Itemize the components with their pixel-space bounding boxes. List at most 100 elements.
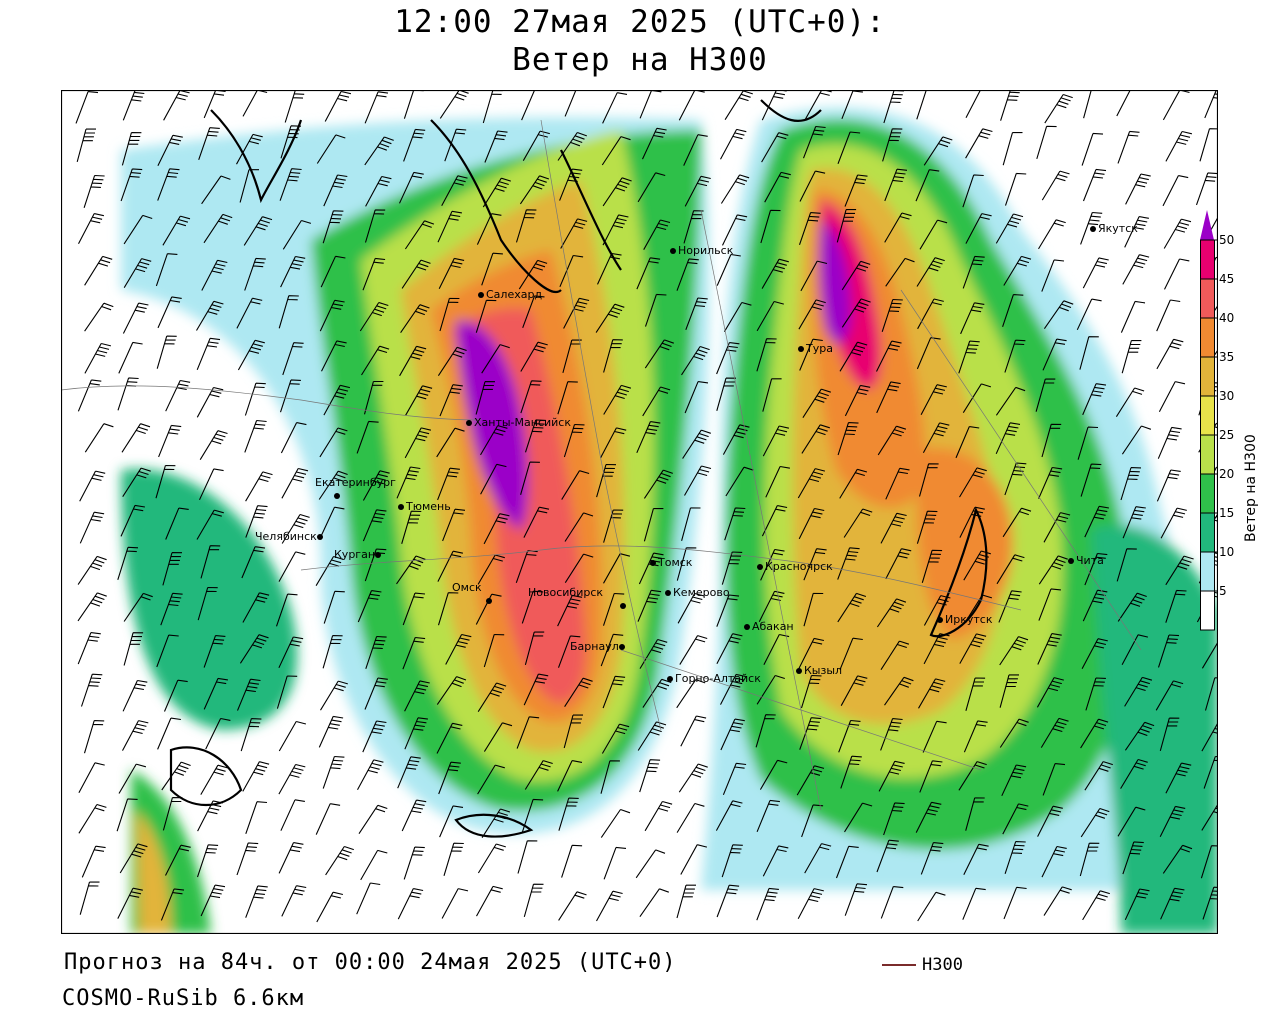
- wind-barb-icon: [121, 423, 151, 453]
- wind-barb-icon: [1163, 218, 1192, 249]
- city-tura: Тура: [798, 342, 833, 355]
- wind-barb-icon: [756, 300, 784, 332]
- wind-barb-icon: [278, 295, 299, 329]
- wind-barb-icon: [803, 592, 824, 627]
- wind-barb-icon: [279, 379, 301, 413]
- wind-barb-icon: [883, 802, 905, 836]
- wind-barb-icon: [364, 136, 394, 166]
- wind-barb-icon: [399, 171, 424, 204]
- wind-barb-icon: [561, 844, 583, 878]
- wind-barb-icon: [122, 90, 146, 121]
- wind-barb-icon: [636, 257, 661, 290]
- wind-barb-icon: [1076, 298, 1102, 331]
- city-marker-icon: [667, 676, 673, 682]
- wind-barb-icon: [919, 760, 943, 793]
- wind-barb-icon: [557, 131, 587, 161]
- wind-barb-icon: [481, 252, 503, 286]
- wind-barb-icon: [156, 634, 179, 668]
- colorbar-block: [1200, 513, 1214, 552]
- wind-barb-icon: [836, 209, 857, 243]
- city-marker-icon: [620, 603, 626, 609]
- wind-barb-icon: [402, 636, 426, 670]
- wind-barb-icon: [196, 844, 219, 878]
- wind-barb-icon: [597, 252, 622, 285]
- wind-barb-icon: [960, 302, 985, 335]
- wind-barb-icon: [445, 633, 472, 665]
- wind-barb-icon: [878, 760, 905, 792]
- wind-barb-icon: [200, 764, 228, 795]
- wind-barb-icon: [677, 592, 705, 624]
- wind-barb-icon: [521, 590, 544, 624]
- wind-barb-icon: [122, 720, 149, 751]
- wind-barb-icon: [760, 548, 785, 581]
- wind-barb-icon: [917, 298, 944, 330]
- contour-legend: H300: [882, 955, 963, 975]
- wind-barb-icon: [520, 380, 542, 414]
- wind-barb-icon: [80, 673, 103, 707]
- wind-barb-icon: [437, 592, 459, 626]
- wind-barb-icon: [477, 764, 505, 795]
- wind-barb-icon: [965, 677, 986, 711]
- wind-barb-icon: [520, 461, 540, 495]
- wind-barb-icon: [522, 130, 550, 161]
- wind-barb-icon: [483, 633, 505, 668]
- wind-barb-icon: [196, 337, 221, 371]
- wind-barb-icon: [1165, 130, 1193, 162]
- wind-barb-icon: [639, 888, 669, 918]
- colorbar-block: [1200, 240, 1214, 279]
- wind-barb-icon: [876, 598, 907, 628]
- wind-barb-icon: [360, 849, 388, 881]
- city-marker-icon: [334, 493, 340, 499]
- wind-barb-icon: [280, 255, 306, 288]
- wind-barb-icon: [1120, 467, 1142, 501]
- wind-barb-icon: [1121, 425, 1152, 455]
- city-marker-icon: [398, 504, 404, 510]
- wind-barb-icon: [1077, 426, 1099, 460]
- wind-barb-icon: [557, 635, 581, 668]
- wind-barb-icon: [318, 470, 348, 500]
- wind-barb-icon: [644, 800, 673, 832]
- wind-barb-icon: [762, 425, 790, 457]
- wind-barb-icon: [1156, 338, 1184, 370]
- wind-barb-icon: [602, 214, 629, 246]
- wind-barb-icon: [442, 508, 466, 542]
- wind-barb-icon: [1156, 469, 1181, 502]
- wind-barb-icon: [995, 213, 1024, 244]
- wind-barb-icon: [1082, 168, 1107, 202]
- wind-barb-icon: [1124, 676, 1153, 707]
- wind-barb-icon: [324, 90, 352, 122]
- wind-barb-icon: [918, 463, 939, 497]
- wind-barb-icon: [557, 381, 578, 415]
- wind-barb-icon: [1122, 841, 1144, 875]
- wind-barb-icon: [1042, 338, 1067, 371]
- wind-barb-icon: [1035, 378, 1056, 412]
- wind-barb-icon: [881, 298, 903, 332]
- wind-barb-icon: [1120, 300, 1146, 333]
- wind-barb-icon: [876, 340, 902, 372]
- wind-barb-icon: [282, 219, 312, 250]
- colorbar-ticks: [1200, 239, 1217, 631]
- wind-barb-icon: [323, 384, 351, 416]
- wind-barb-icon: [635, 849, 666, 879]
- wind-barb-icon: [236, 842, 259, 876]
- wind-barb-icon: [278, 551, 306, 582]
- wind-barb-icon: [995, 386, 1026, 416]
- wind-barb-icon: [876, 381, 901, 414]
- wind-barb-icon: [884, 212, 912, 243]
- wind-barb-icon: [596, 890, 623, 922]
- wind-barb-icon: [725, 466, 754, 497]
- wind-barb-icon: [244, 382, 266, 416]
- wind-barb-icon: [678, 763, 708, 793]
- wind-barb-icon: [601, 723, 630, 754]
- wind-barb-icon: [920, 842, 944, 875]
- wind-barb-icon: [601, 136, 631, 166]
- wind-barb-icon: [915, 169, 940, 202]
- wind-barb-icon: [764, 171, 791, 203]
- wind-barb-icon: [1124, 888, 1150, 921]
- city-marker-icon: [486, 598, 492, 604]
- wind-barb-icon: [1036, 125, 1057, 160]
- wind-barb-icon: [1159, 805, 1186, 838]
- wind-barb-icon: [684, 175, 711, 207]
- wind-barb-icon: [1038, 219, 1066, 250]
- city-salekhard: Салехард: [478, 288, 542, 301]
